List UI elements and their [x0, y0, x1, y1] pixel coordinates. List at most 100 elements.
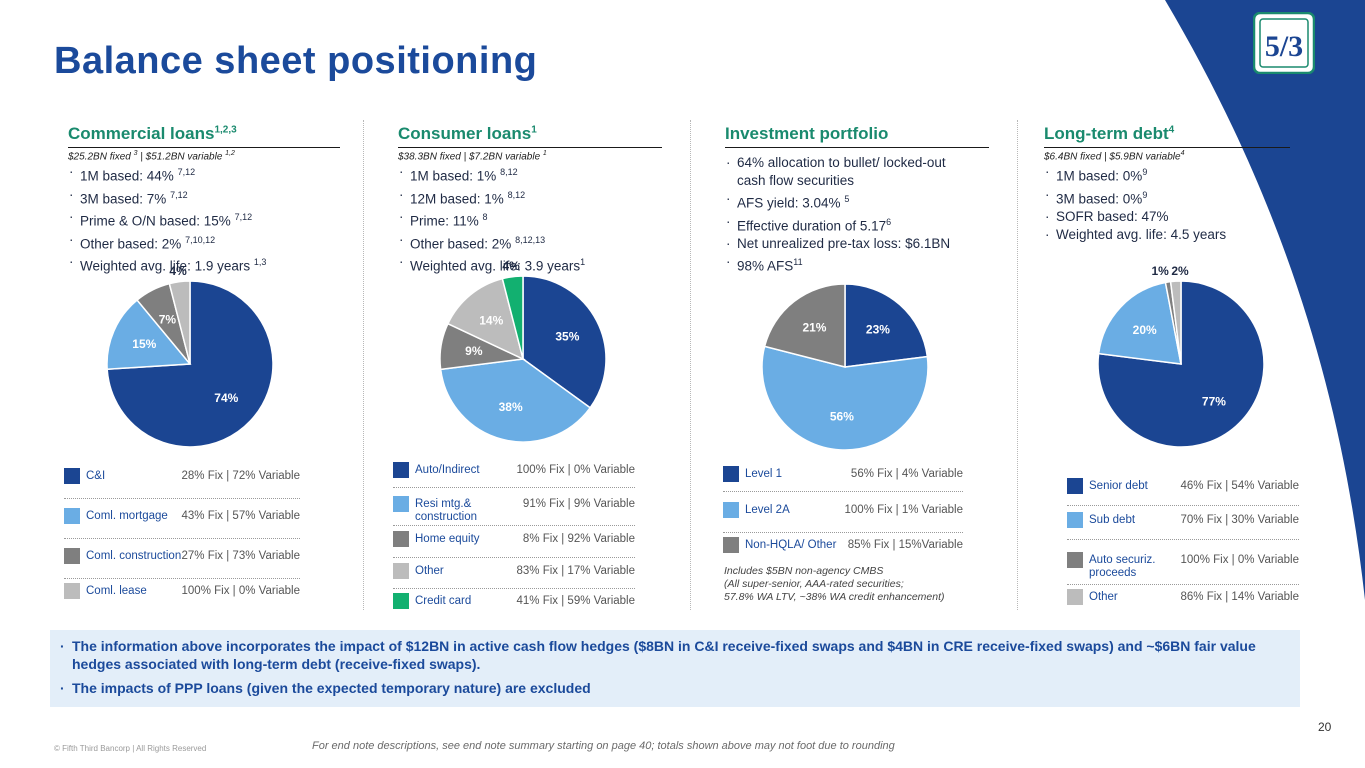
- pie-slice-label: 1%: [1151, 264, 1169, 278]
- legend-value: 100% Fix | 0% Variable: [516, 464, 635, 476]
- legend-label: Auto securiz. proceeds: [1089, 554, 1156, 579]
- legend-row: Coml. mortgage 43% Fix | 57% Variable: [64, 499, 300, 539]
- bullet-item: Weighted avg. life: 4.5 years: [1044, 226, 1290, 244]
- legend-label: Non-HQLA/ Other: [745, 539, 837, 551]
- section-title: Long-term debt4: [1044, 124, 1290, 148]
- bullet-item: 12M based: 1% 8,12: [398, 186, 662, 209]
- section-bullets: 64% allocation to bullet/ locked-out cas…: [725, 154, 975, 276]
- note-line: 57.8% WA LTV, ~38% WA credit enhancement…: [724, 591, 945, 603]
- pie-slice-label: 4%: [502, 259, 520, 273]
- bullet-item: Other based: 2% 7,10,12: [68, 231, 340, 254]
- legend-label: Senior debt: [1089, 480, 1148, 492]
- bullet-item: Weighted avg. life: 3.9 years1: [398, 253, 662, 276]
- legend-value: 86% Fix | 14% Variable: [1180, 591, 1299, 603]
- pie-slice-label: 74%: [214, 391, 238, 405]
- pie-slice-label: 38%: [499, 400, 523, 414]
- bullet-item: Effective duration of 5.176: [725, 213, 975, 236]
- page-number: 20: [1318, 720, 1332, 734]
- legend-label: Coml. lease: [86, 585, 147, 597]
- corner-swoosh-graphic: [1165, 0, 1365, 600]
- svg-text:5/3: 5/3: [1265, 30, 1303, 63]
- pie-slice-label: 7%: [159, 313, 177, 327]
- legend-row: Sub debt 70% Fix | 30% Variable: [1067, 506, 1299, 540]
- pie-slice: [761, 345, 929, 451]
- note-line: Includes $5BN non-agency CMBS: [724, 565, 884, 577]
- legend-swatch: [1067, 589, 1083, 605]
- legend-swatch: [64, 583, 80, 599]
- legend-value: 70% Fix | 30% Variable: [1180, 514, 1299, 526]
- section-title: Commercial loans1,2,3: [68, 124, 340, 148]
- bullet-item: 3M based: 0%9: [1044, 186, 1290, 209]
- legend-value: 85% Fix | 15%Variable: [847, 539, 963, 551]
- pie-chart-consumer-loans: 35% 38% 9% 14% 4%: [439, 259, 607, 443]
- legend-value: 43% Fix | 57% Variable: [181, 510, 300, 522]
- bullet-item: SOFR based: 47%: [1044, 208, 1290, 226]
- legend-swatch: [393, 531, 409, 547]
- column-divider: [1017, 120, 1018, 610]
- note-line: (All super-senior, AAA-rated securities;: [724, 578, 904, 590]
- bullet-item: 1M based: 0%9: [1044, 163, 1290, 186]
- legend-row: Home equity 8% Fix | 92% Variable: [393, 526, 635, 558]
- legend-row: Coml. construction 27% Fix | 73% Variable: [64, 539, 300, 579]
- legend-swatch: [64, 468, 80, 484]
- legend-swatch: [723, 502, 739, 518]
- pie-slice: [763, 283, 846, 368]
- legend-label: Sub debt: [1089, 514, 1136, 526]
- legend-row: Coml. lease 100% Fix | 0% Variable: [64, 579, 300, 605]
- legend-swatch: [393, 563, 409, 579]
- pie-slice-label: 21%: [802, 321, 826, 335]
- pie-slice-label: 56%: [830, 410, 854, 424]
- legend-swatch: [393, 593, 409, 609]
- legend-row: Other 86% Fix | 14% Variable: [1067, 585, 1299, 611]
- section-commercial-loans: Commercial loans1,2,3 $25.2BN fixed 3 | …: [68, 124, 340, 614]
- bullet-item: 64% allocation to bullet/ locked-out cas…: [725, 154, 975, 190]
- legend-value: 91% Fix | 9% Variable: [522, 498, 635, 510]
- pie-slice: [446, 277, 525, 361]
- pie-slice-label: 14%: [479, 314, 503, 328]
- section-title: Consumer loans1: [398, 124, 662, 148]
- legend-long-term-debt: Senior debt 46% Fix | 54% Variable Sub deb…: [1067, 471, 1299, 611]
- legend-value: 28% Fix | 72% Variable: [181, 470, 300, 482]
- pie-slice-label: 77%: [1202, 394, 1226, 408]
- legend-row: C&I 28% Fix | 72% Variable: [64, 459, 300, 499]
- info-line: The impacts of PPP loans (given the expe…: [60, 679, 1290, 697]
- legend-swatch: [1067, 478, 1083, 494]
- legend-swatch: [1067, 512, 1083, 528]
- legend-row: Level 1 56% Fix | 4% Variable: [723, 462, 963, 492]
- bullet-item: Prime: 11% 8: [398, 208, 662, 231]
- legend-row: Resi mtg.& construction 91% Fix | 9% Vari…: [393, 488, 635, 526]
- pie-slice: [1169, 280, 1182, 365]
- pie-slice: [168, 280, 191, 365]
- legend-row: Senior debt 46% Fix | 54% Variable: [1067, 471, 1299, 506]
- legend-swatch: [393, 496, 409, 512]
- footnote: For end note descriptions, see end note …: [312, 740, 895, 752]
- pie-slice: [522, 275, 607, 409]
- pie-slice-label: 20%: [1133, 323, 1157, 337]
- legend-label: Level 2A: [745, 504, 790, 516]
- column-divider: [690, 120, 691, 610]
- legend-swatch: [64, 508, 80, 524]
- legend-label: Coml. construction: [86, 550, 182, 562]
- investment-note: Includes $5BN non-agency CMBS (All super…: [724, 565, 945, 604]
- legend-swatch: [393, 462, 409, 478]
- legend-row: Auto securiz. proceeds 100% Fix | 0% Vari…: [1067, 540, 1299, 585]
- section-subline: $38.3BN fixed | $7.2BN variable 1: [398, 150, 547, 163]
- hedge-info-box: The information above incorporates the i…: [50, 630, 1300, 707]
- legend-value: 41% Fix | 59% Variable: [516, 595, 635, 607]
- bullet-item: AFS yield: 3.04% 5: [725, 190, 975, 213]
- fifth-third-logo-icon: 5/3: [1253, 12, 1315, 74]
- pie-chart-investment-portfolio: 23% 56% 21%: [761, 283, 929, 451]
- legend-label: Other: [415, 565, 444, 577]
- pie-slice-label: 2%: [1171, 264, 1189, 278]
- bullet-item: Weighted avg. life: 1.9 years 1,3: [68, 253, 340, 276]
- pie-slice: [106, 298, 192, 371]
- bullet-item: 1M based: 1% 8,12: [398, 163, 662, 186]
- copyright: © Fifth Third Bancorp | All Rights Reser…: [54, 744, 207, 753]
- legend-commercial-loans: C&I 28% Fix | 72% Variable Coml. mortgage 4…: [64, 459, 300, 605]
- legend-row: Other 83% Fix | 17% Variable: [393, 558, 635, 589]
- legend-row: Level 2A 100% Fix | 1% Variable: [723, 492, 963, 533]
- legend-label: Level 1: [745, 468, 783, 480]
- bullet-item: 3M based: 7% 7,12: [68, 186, 340, 209]
- pie-slice-label: 4%: [169, 264, 187, 278]
- section-long-term-debt: Long-term debt4 $6.4BN fixed | $5.9BN va…: [1044, 124, 1290, 614]
